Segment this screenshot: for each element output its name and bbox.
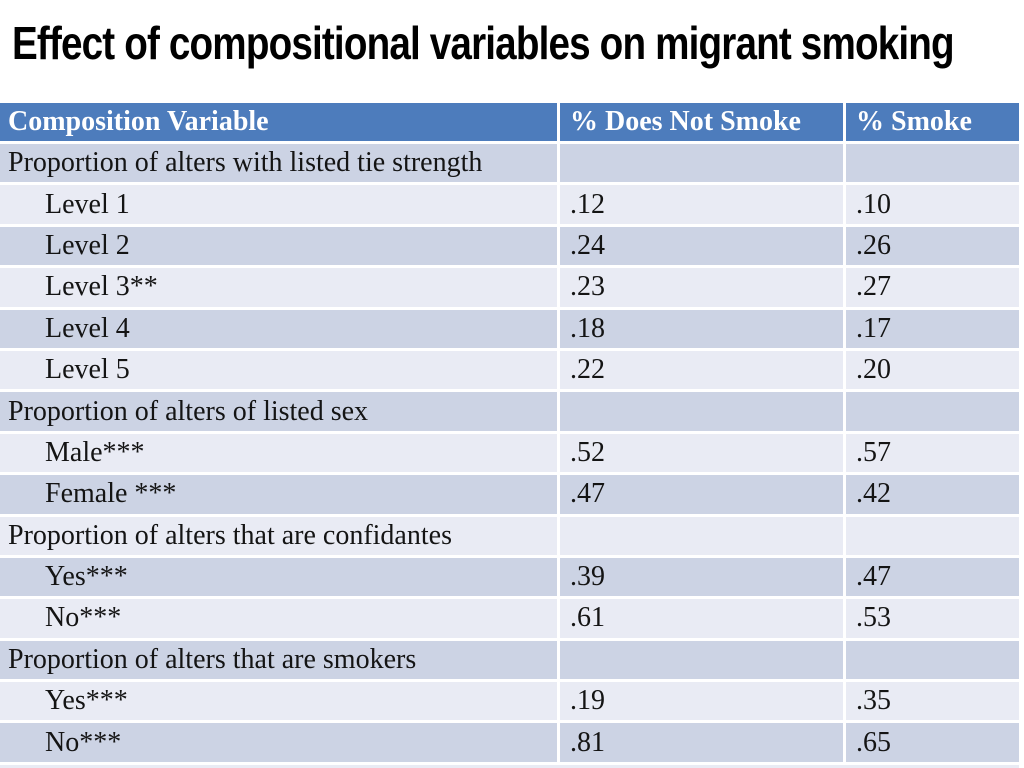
row-label-cell: Proportion of alters that are smokers	[0, 640, 560, 680]
table-row: Yes*** .19 .35	[0, 682, 1019, 724]
smoke-value-cell	[846, 641, 1019, 679]
table-row: Level 2.24 .26	[0, 226, 1019, 269]
row-label-cell: Yes***	[0, 682, 560, 721]
smoke-value-cell: .65	[856, 726, 891, 758]
row-label-cell: Level 4	[0, 309, 560, 348]
smoke-value-cell: .53	[856, 602, 891, 634]
table-row: Level 5.22 .20	[0, 350, 1019, 393]
does-not-smoke-value-cell	[560, 392, 846, 431]
does-not-smoke-value-cell: .39	[560, 557, 846, 597]
smoke-value-cell	[846, 517, 1019, 555]
row-label-cell: Level 1	[0, 185, 560, 224]
smoke-value-cell: .57	[856, 436, 891, 468]
row-label-cell: No***	[0, 723, 560, 762]
table-section-row: Proportion of alters that are confidante…	[0, 516, 1019, 558]
row-label-cell: Proportion of alters that are confidante…	[0, 516, 560, 555]
does-not-smoke-value-cell: .47	[560, 475, 846, 514]
table-row: No*** .61 .53	[0, 599, 1019, 641]
does-not-smoke-value-cell: .24	[560, 226, 846, 266]
smoke-value-cell: .42	[856, 478, 891, 510]
smoke-value-cell: .35	[856, 685, 891, 717]
table-row: No*** .81 .65	[0, 723, 1019, 765]
row-label-cell: Male***	[0, 433, 560, 473]
page-title: Effect of compositional variables on mig…	[12, 17, 955, 69]
row-label-cell: Proportion of alters of listed sex	[0, 392, 560, 431]
does-not-smoke-value-cell	[560, 144, 846, 183]
table-row: Male*** .52 .57	[0, 433, 1019, 476]
partial-clipped-row	[0, 764, 1019, 768]
does-not-smoke-value-cell: .19	[560, 682, 846, 721]
row-label-cell: Proportion of alters with listed tie str…	[0, 144, 560, 183]
table-row: Level 1.12 .10	[0, 185, 1019, 227]
does-not-smoke-value-cell: .22	[560, 350, 846, 390]
row-label-cell: Level 3**	[0, 268, 560, 307]
does-not-smoke-value-cell: .12	[560, 185, 846, 224]
row-label-cell: Level 2	[0, 226, 560, 266]
does-not-smoke-value-cell	[560, 516, 846, 555]
does-not-smoke-value-cell: .18	[560, 309, 846, 348]
smoke-value-cell: .20	[856, 354, 891, 386]
table-body: Proportion of alters with listed tie str…	[0, 144, 1019, 765]
smoke-value-cell	[846, 392, 1019, 430]
row-label-cell: Yes***	[0, 557, 560, 597]
does-not-smoke-value-cell: .52	[560, 433, 846, 473]
column-header-smoke: % Smoke	[856, 106, 972, 137]
smoke-value-cell	[846, 144, 1019, 182]
does-not-smoke-value-cell: .61	[560, 599, 846, 638]
smoke-value-cell: .10	[856, 188, 891, 220]
smoke-value-cell: .27	[856, 271, 891, 303]
table-row: Level 3** .23 .27	[0, 268, 1019, 310]
does-not-smoke-value-cell: .23	[560, 268, 846, 307]
smoke-value-cell: .47	[856, 561, 891, 593]
row-label-cell: No***	[0, 599, 560, 638]
table-row: Female *** .47 .42	[0, 475, 1019, 517]
smoke-value-cell: .26	[856, 229, 891, 261]
row-label-cell: Female ***	[0, 475, 560, 514]
column-header-does-not-smoke: % Does Not Smoke	[560, 103, 846, 141]
does-not-smoke-value-cell	[560, 640, 846, 680]
column-header-composition-variable: Composition Variable	[0, 103, 560, 141]
row-label-cell: Level 5	[0, 350, 560, 390]
composition-variables-table: Composition Variable % Does Not Smoke % …	[0, 103, 1019, 768]
table-header-row: Composition Variable % Does Not Smoke % …	[0, 103, 1019, 144]
does-not-smoke-value-cell: .81	[560, 723, 846, 762]
table-section-row: Proportion of alters of listed sex	[0, 392, 1019, 434]
table-row: Yes*** .39 .47	[0, 557, 1019, 600]
smoke-value-cell: .17	[856, 312, 891, 344]
table-section-row: Proportion of alters that are smokers	[0, 640, 1019, 683]
table-section-row: Proportion of alters with listed tie str…	[0, 144, 1019, 186]
table-row: Level 4.18 .17	[0, 309, 1019, 351]
